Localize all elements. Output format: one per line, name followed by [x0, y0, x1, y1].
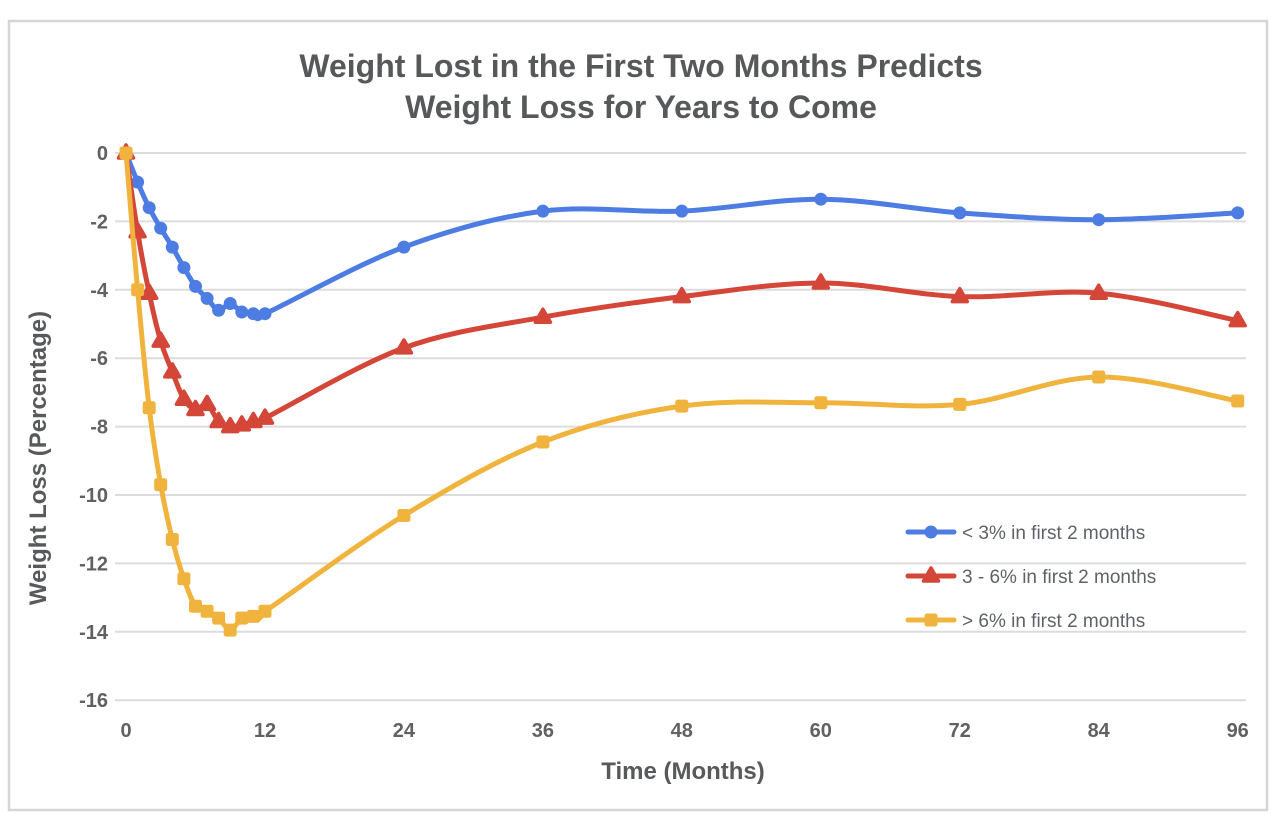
marker-square [246, 609, 260, 623]
x-tick-label: 12 [254, 720, 276, 742]
marker-triangle [672, 286, 692, 304]
marker-square [924, 613, 938, 627]
y-tick-label: -8 [90, 417, 108, 439]
marker-triangle [811, 273, 831, 290]
marker-triangle [163, 362, 182, 379]
legend-label: 3 - 6% in first 2 months [962, 567, 1156, 588]
marker-square [165, 533, 179, 546]
marker-circle [223, 297, 237, 310]
y-tick-label: -12 [79, 553, 108, 575]
x-axis-ticks: 0 12 24 36 48 60 72 84 96 [120, 720, 1248, 742]
y-tick-label: 0 [97, 143, 108, 165]
marker-triangle [151, 331, 170, 348]
marker-circle [154, 221, 168, 235]
marker-circle [131, 175, 145, 189]
marker-triangle [197, 394, 217, 412]
chart-border [7, 19, 1269, 812]
x-tick-label: 24 [393, 720, 416, 742]
marker-circle [177, 261, 191, 275]
marker-square [142, 401, 156, 415]
marker-square [212, 611, 226, 625]
marker-triangle [1089, 283, 1108, 300]
marker-square [119, 146, 133, 160]
marker-triangle [139, 283, 159, 300]
marker-square [397, 509, 411, 522]
marker-circle [675, 204, 689, 218]
marker-square [131, 283, 145, 297]
marker-circle [200, 291, 214, 305]
marker-triangle [174, 389, 194, 406]
y-tick-label: -6 [90, 348, 108, 370]
marker-circle [536, 204, 550, 218]
chart-title-line2: Weight Loss for Years to Come [405, 89, 877, 125]
x-tick-label: 60 [810, 720, 832, 742]
marker-square [235, 611, 249, 625]
marker-circle [1092, 213, 1106, 227]
legend: < 3% in first 2 months 3 - 6% in first 2 … [905, 523, 1156, 632]
marker-circle [1231, 206, 1245, 220]
marker-square [189, 599, 202, 613]
marker-square [1231, 394, 1245, 408]
marker-circle [924, 525, 938, 539]
marker-square [200, 604, 214, 618]
legend-label: < 3% in first 2 months [962, 523, 1145, 544]
marker-circle [953, 206, 967, 220]
marker-circle [258, 307, 272, 321]
marker-triangle [533, 307, 553, 324]
marker-circle [189, 279, 202, 293]
y-axis-title: Weight Loss (Percentage) [25, 311, 52, 605]
marker-square [536, 435, 550, 449]
marker-triangle [1228, 310, 1247, 328]
marker-circle [246, 307, 260, 321]
y-tick-label: -2 [90, 211, 108, 233]
marker-circle [142, 201, 156, 215]
marker-circle [212, 303, 226, 317]
marker-circle [397, 240, 411, 254]
marker-triangle [255, 408, 275, 425]
y-tick-label: -4 [90, 280, 109, 302]
series-lines [116, 143, 1247, 637]
x-tick-label: 0 [120, 720, 131, 742]
y-axis-ticks: 0 -2 -4 -6 -8 -10 -12 -14 -16 [79, 143, 109, 712]
marker-square [177, 572, 191, 586]
x-tick-label: 48 [671, 720, 693, 742]
series-line-over-6pct [123, 150, 1241, 633]
x-tick-label: 96 [1227, 720, 1249, 742]
y-tick-label: -16 [79, 690, 108, 712]
marker-triangle [950, 286, 970, 304]
marker-circle [165, 240, 179, 254]
y-tick-label: -10 [79, 485, 108, 507]
series-over-6pct [119, 146, 1245, 637]
marker-circle [814, 192, 828, 206]
marker-square [675, 399, 689, 413]
marker-triangle [209, 411, 228, 429]
marker-square [1092, 370, 1106, 384]
marker-square [814, 396, 828, 410]
legend-label: > 6% in first 2 months [962, 611, 1145, 632]
x-tick-label: 72 [949, 720, 971, 742]
marker-square [154, 478, 168, 492]
y-tick-label: -14 [79, 622, 109, 644]
chart-title-line1: Weight Lost in the First Two Months Pred… [299, 48, 982, 84]
x-tick-label: 84 [1088, 720, 1111, 742]
legend-item-over-6pct: > 6% in first 2 months [905, 611, 1145, 632]
legend-item-under-3pct: < 3% in first 2 months [905, 523, 1145, 544]
marker-square [953, 397, 967, 411]
x-axis-title: Time (Months) [601, 758, 765, 785]
marker-triangle [921, 566, 941, 583]
marker-square [223, 623, 237, 637]
x-tick-label: 36 [532, 720, 554, 742]
series-3-to-6pct [116, 143, 1247, 434]
gridlines [115, 152, 1246, 702]
marker-triangle [394, 338, 414, 355]
marker-circle [235, 305, 249, 319]
legend-item-3-to-6pct: 3 - 6% in first 2 months [905, 566, 1156, 588]
marker-square [258, 604, 272, 618]
